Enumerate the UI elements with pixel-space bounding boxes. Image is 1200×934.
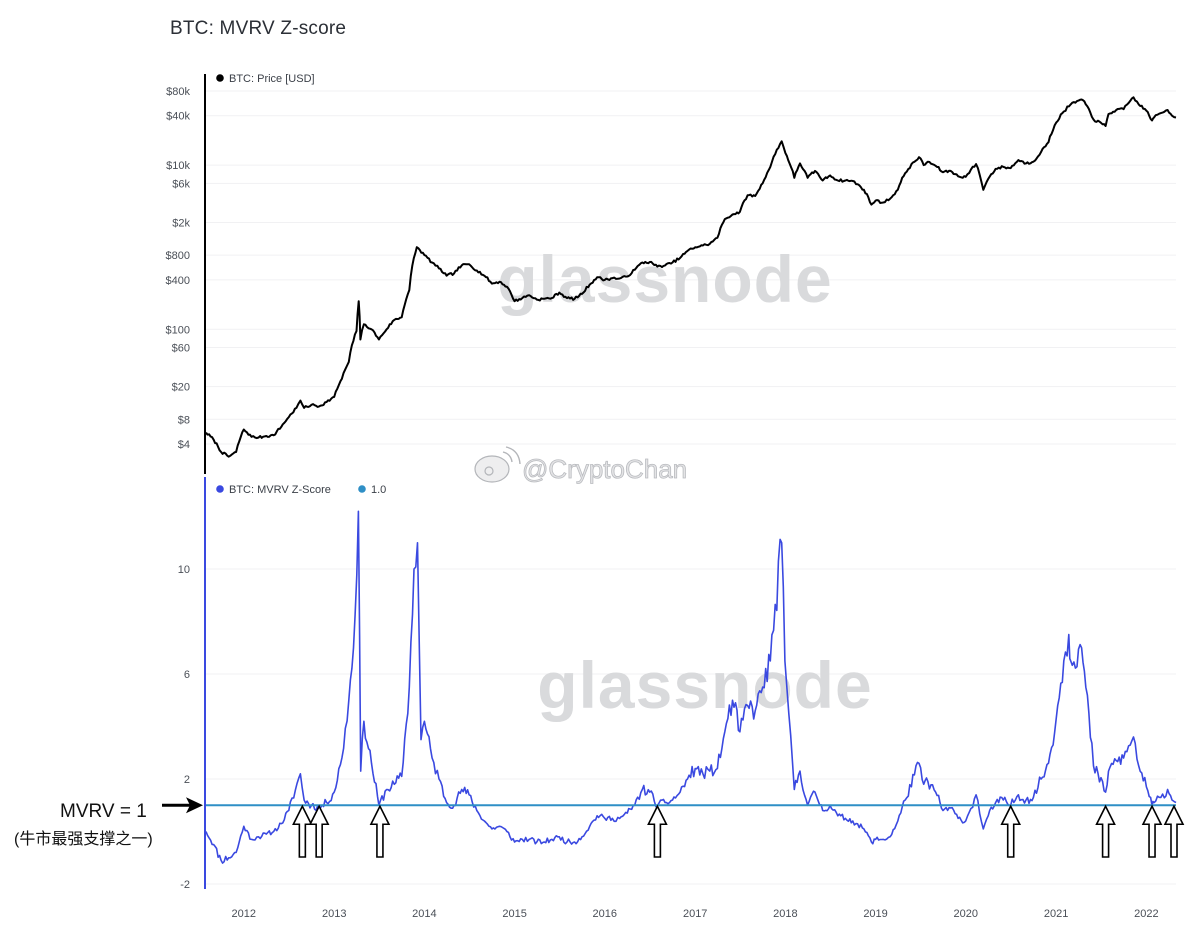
weibo-logo-eye [484,466,494,476]
price-y-tick-label: $400 [166,275,190,287]
annotation-up-arrow [1141,804,1163,858]
x-tick-label: 2021 [1044,908,1068,920]
price-y-tick-label: $40k [166,111,190,123]
legend-ref-label: 1.0 [371,484,386,496]
chart-title: BTC: MVRV Z-score [170,18,347,39]
annotation-up-arrow [1163,804,1185,858]
annotation-up-arrow [1095,804,1116,858]
zscore-y-tick-label: -2 [180,879,190,891]
x-tick-label: 2018 [773,908,797,920]
zscore-series-line [205,510,1177,864]
x-tick-label: 2012 [232,908,256,920]
zscore-y-tick-label: 10 [178,564,190,576]
legend-zscore-dot [216,485,224,493]
watermark-brand: glassnode [537,648,872,722]
price-y-tick-label: $800 [166,250,190,262]
annotation-up-arrow [1000,804,1022,858]
price-y-tick-label: $80k [166,86,190,98]
legend-price-label: BTC: Price [USD] [229,73,315,85]
x-tick-label: 2017 [683,908,707,920]
price-y-tick-label: $20 [172,382,190,394]
weibo-logo-waves [502,446,521,465]
x-tick-label: 2014 [412,908,436,920]
annotation-up-arrow [647,804,668,858]
x-tick-label: 2020 [954,908,978,920]
legend-price-dot [216,74,224,82]
watermark-brand: glassnode [497,242,832,316]
annotation-up-arrow [308,804,330,858]
x-tick-label: 2016 [593,908,617,920]
legend-zscore-label: BTC: MVRV Z-Score [229,484,331,496]
zscore-y-tick-label: 2 [184,774,190,786]
price-y-tick-label: $60 [172,342,190,354]
annotation-arrow-head [186,797,203,814]
annotation-up-arrow [292,804,313,858]
x-tick-label: 2013 [322,908,346,920]
price-series-line [205,96,1177,458]
price-y-tick-label: $2k [172,217,190,229]
x-tick-label: 2019 [863,908,887,920]
annotation-up-arrow [369,804,391,858]
price-y-tick-label: $4 [178,439,190,451]
price-y-tick-label: $6k [172,178,190,190]
legend-ref-dot [358,485,366,493]
annotation-sublabel: (牛市最强支撑之一) [14,830,153,848]
annotation-label: MVRV = 1 [60,801,147,822]
weibo-logo-icon [474,446,521,483]
x-tick-label: 2015 [502,908,526,920]
price-y-tick-label: $100 [166,324,190,336]
zscore-y-tick-label: 6 [184,669,190,681]
price-y-tick-label: $10k [166,160,190,172]
watermark-social: @CryptoChan [522,454,687,484]
x-tick-label: 2022 [1134,908,1158,920]
price-y-tick-label: $8 [178,414,190,426]
